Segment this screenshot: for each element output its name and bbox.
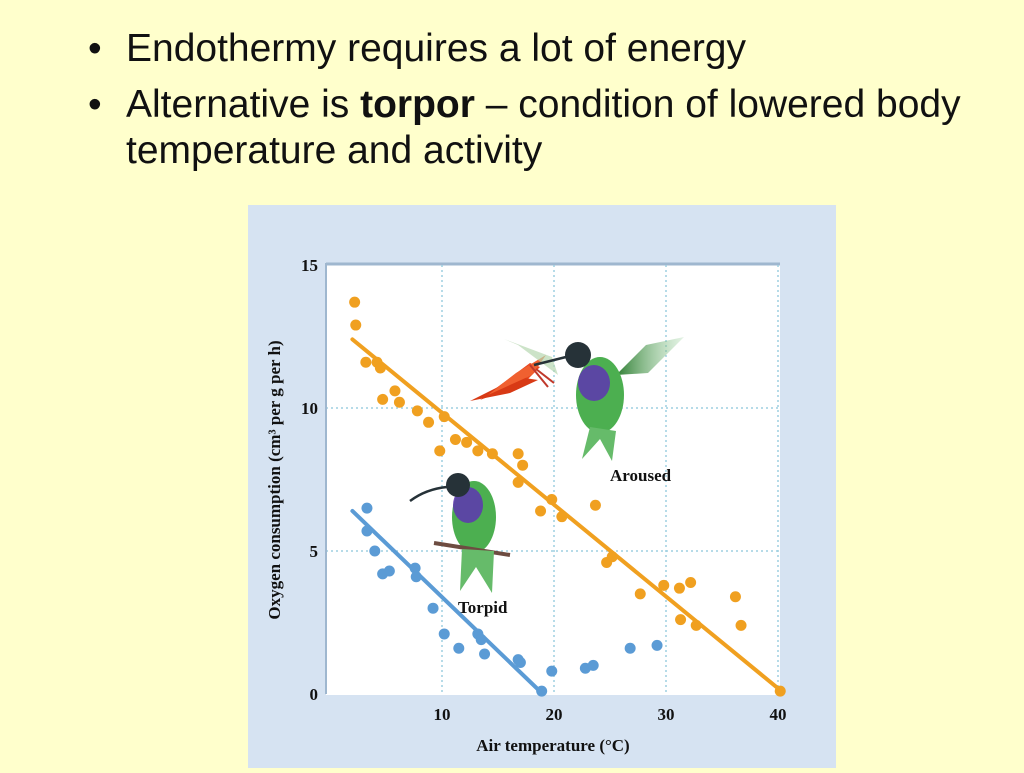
- data-point-aroused: [374, 362, 386, 374]
- hummingbird-aroused-illustration: [504, 337, 684, 461]
- y-tick-label: 0: [310, 685, 319, 704]
- data-point-torpid: [410, 571, 422, 583]
- bullet-term-torpor: torpor: [360, 83, 475, 126]
- data-point-aroused: [349, 296, 361, 308]
- data-point-aroused: [350, 319, 362, 331]
- data-point-torpid: [536, 685, 548, 697]
- data-point-torpid: [587, 659, 599, 671]
- fit-line-torpid: [350, 508, 545, 696]
- bullet-item-endothermy: • Endothermy requires a lot of energy: [88, 26, 988, 72]
- bullet-text-pre: Alternative is: [126, 83, 361, 126]
- data-point-aroused: [556, 511, 568, 523]
- data-point-torpid: [361, 525, 373, 537]
- bullet-text-post: – condition of lowered body temperature …: [126, 83, 961, 172]
- data-point-aroused: [438, 411, 450, 423]
- bullet-list: • Endothermy requires a lot of energy • Al…: [88, 26, 988, 184]
- data-point-aroused: [774, 685, 786, 697]
- bullet-item-torpor: • Alternative is torpor – condition of lo…: [88, 82, 988, 174]
- data-point-aroused: [461, 436, 473, 448]
- data-point-aroused: [360, 356, 372, 368]
- data-point-aroused: [472, 445, 484, 457]
- data-point-torpid: [479, 648, 491, 660]
- data-point-aroused: [449, 433, 461, 445]
- bullet-symbol: •: [88, 83, 102, 126]
- data-point-aroused: [512, 448, 524, 460]
- y-tick-label: 10: [301, 399, 318, 418]
- bullet-text: Endothermy requires a lot of energy: [126, 27, 747, 70]
- data-point-aroused: [535, 505, 547, 517]
- data-point-torpid: [427, 602, 439, 614]
- data-point-torpid: [475, 634, 487, 646]
- grid-lines: [326, 265, 779, 694]
- data-point-torpid: [514, 657, 526, 669]
- data-point-torpid: [651, 639, 663, 651]
- data-point-torpid: [546, 665, 558, 677]
- data-point-aroused: [729, 591, 741, 603]
- data-point-aroused: [411, 405, 423, 417]
- x-tick-label: 30: [658, 705, 675, 724]
- data-point-aroused: [377, 393, 389, 405]
- x-tick-label: 20: [546, 705, 563, 724]
- data-point-aroused: [393, 396, 405, 408]
- x-tick-label: 10: [434, 705, 451, 724]
- y-tick-label: 15: [301, 256, 318, 275]
- annotation-aroused: Aroused: [610, 466, 672, 485]
- data-point-torpid: [409, 562, 421, 574]
- tick-labels: 10 20 30 40 0 5 10 15: [301, 256, 787, 724]
- annotation-torpid: Torpid: [458, 598, 508, 617]
- data-point-aroused: [673, 582, 685, 594]
- data-point-aroused: [690, 619, 702, 631]
- data-point-torpid: [624, 642, 636, 654]
- data-point-torpid: [438, 628, 450, 640]
- data-point-torpid: [361, 502, 373, 514]
- y-tick-label: 5: [310, 542, 319, 561]
- data-point-aroused: [735, 619, 747, 631]
- data-point-aroused: [517, 459, 529, 471]
- x-tick-label: 40: [770, 705, 787, 724]
- data-point-aroused: [546, 494, 558, 506]
- data-points: [349, 296, 786, 697]
- data-point-aroused: [486, 448, 498, 460]
- figure-panel: 10 20 30 40 0 5 10 15 Aroused To: [248, 205, 836, 768]
- data-point-aroused: [512, 476, 524, 488]
- plot-area: [326, 263, 780, 695]
- data-point-aroused: [389, 385, 401, 397]
- data-point-aroused: [589, 499, 601, 511]
- x-axis-label: Air temperature (°C): [476, 736, 629, 755]
- data-point-aroused: [606, 551, 618, 563]
- data-point-aroused: [423, 416, 435, 428]
- data-point-aroused: [675, 614, 687, 626]
- data-point-aroused: [434, 445, 446, 457]
- data-point-aroused: [634, 588, 646, 600]
- bullet-symbol: •: [88, 27, 102, 70]
- y-axis-label: Oxygen consumption (cm³ per g per h): [265, 340, 284, 619]
- data-point-torpid: [453, 642, 465, 654]
- data-point-torpid: [369, 545, 381, 557]
- data-point-aroused: [658, 579, 670, 591]
- flower-illustration: [470, 355, 555, 401]
- hummingbird-torpid-illustration: [409, 473, 511, 593]
- data-point-aroused: [685, 576, 697, 588]
- data-point-torpid: [383, 565, 395, 577]
